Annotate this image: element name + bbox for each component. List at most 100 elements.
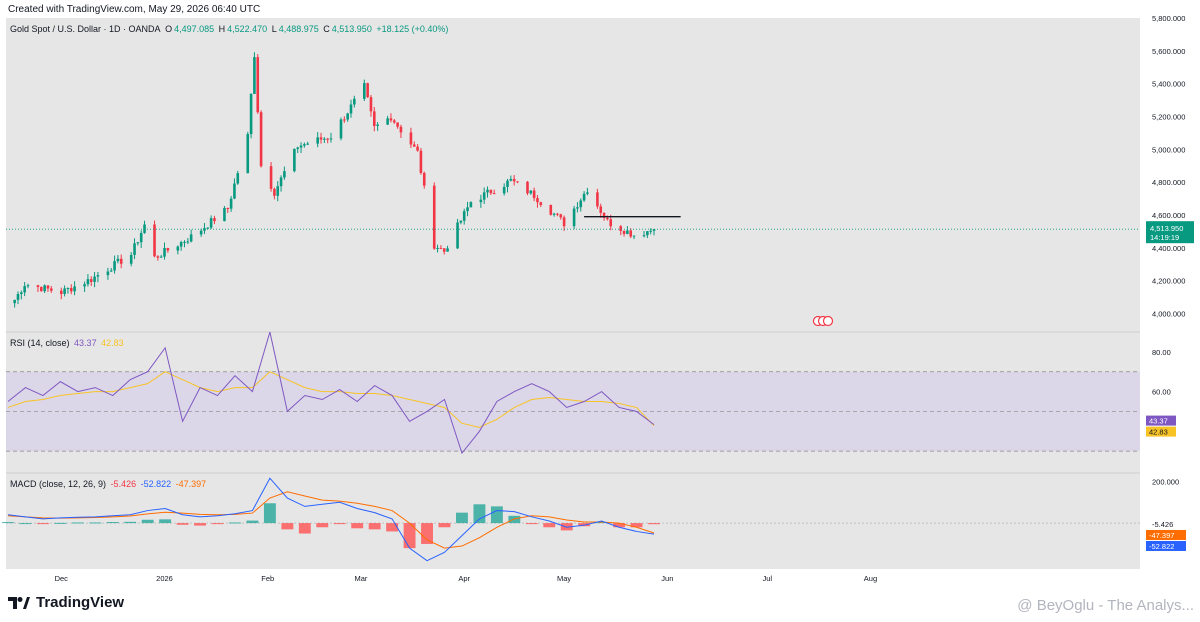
candle-body xyxy=(86,279,90,285)
candle-body xyxy=(69,288,73,292)
candle-body xyxy=(259,112,263,167)
time-axis-label: Aug xyxy=(864,574,877,583)
candle-body xyxy=(469,202,473,208)
macd-tick-label: 200.000 xyxy=(1152,477,1179,486)
candle-body xyxy=(373,111,376,126)
candle-body xyxy=(96,275,100,277)
rsi-title[interactable]: RSI (14, close) xyxy=(10,338,70,348)
candle-body xyxy=(649,230,652,232)
price-tick-label: 5,000.000 xyxy=(1152,145,1185,154)
macd-histogram-bar xyxy=(229,522,241,524)
tradingview-brand: TradingView xyxy=(36,594,125,611)
candle-body xyxy=(416,146,419,151)
candle-body xyxy=(366,83,369,98)
candle-body xyxy=(179,242,183,247)
chart-canvas[interactable]: 5,800.000 5,600.000 5,400.000 5,200.000 5,00… xyxy=(0,14,1200,604)
rsi-tick-label: 60.00 xyxy=(1152,388,1171,397)
candle-body xyxy=(213,218,216,222)
macd-histogram-bar xyxy=(19,523,32,525)
macd-histogram-bar xyxy=(333,523,346,525)
candle-body xyxy=(153,224,156,257)
close-label: C xyxy=(323,24,330,34)
macd-line-axis-label: -52.822 xyxy=(1149,542,1174,551)
tradingview-logo[interactable]: TradingView xyxy=(8,594,124,611)
price-tick-label: 5,400.000 xyxy=(1152,80,1185,89)
candle-body xyxy=(129,254,133,264)
macd-histogram-bar xyxy=(490,506,503,524)
macd-histogram-bar xyxy=(54,522,67,524)
candle-body xyxy=(369,97,373,112)
macd-histogram-bar xyxy=(386,523,399,532)
symbol-title[interactable]: Gold Spot / U.S. Dollar · 1D · OANDA xyxy=(10,24,161,34)
candle-body xyxy=(622,230,626,234)
candle-body xyxy=(20,292,23,295)
candle-body xyxy=(159,256,163,258)
candle-body xyxy=(609,219,613,227)
candle-body xyxy=(189,234,193,242)
candle-body xyxy=(136,242,140,244)
price-tick-label: 4,400.000 xyxy=(1152,244,1185,253)
time-axis-label: 2026 xyxy=(156,574,173,583)
candle-body xyxy=(632,235,636,237)
macd-hist-axis-label: -5.426 xyxy=(1152,520,1173,529)
candle-body xyxy=(436,247,439,249)
macd-signal-badge xyxy=(1146,529,1186,540)
macd-signal-value: -47.397 xyxy=(175,479,207,489)
created-with-text: Created with TradingView.com, May 29, 20… xyxy=(8,4,261,15)
candle-body xyxy=(602,212,606,218)
candle-body xyxy=(576,207,579,209)
candle-body xyxy=(209,218,213,228)
macd-histogram-bar xyxy=(194,523,207,526)
candle-body xyxy=(489,189,493,194)
candle-body xyxy=(109,270,113,272)
candle-body xyxy=(176,246,180,251)
candle-body xyxy=(269,166,273,189)
candle-body xyxy=(26,285,30,287)
macd-title[interactable]: MACD (close, 12, 26, 9) xyxy=(10,479,107,489)
candle-body xyxy=(63,288,66,295)
candle-body xyxy=(346,113,349,120)
candle-body xyxy=(446,248,449,252)
macd-histogram-bar xyxy=(578,523,591,527)
candle-body xyxy=(143,224,146,233)
price-tick-label: 4,600.000 xyxy=(1152,211,1185,220)
candle-body xyxy=(526,181,529,194)
low-value: 4,488.975 xyxy=(278,24,319,34)
candle-body xyxy=(306,143,309,145)
candle-body xyxy=(492,193,496,195)
candle-body xyxy=(16,294,20,300)
countdown-label: 14:19:19 xyxy=(1150,233,1179,242)
candle-body xyxy=(582,193,586,201)
macd-hist-value: -5.426 xyxy=(110,479,137,489)
macd-histogram-bar xyxy=(525,523,538,525)
macd-histogram-bar xyxy=(595,522,608,524)
candle-body xyxy=(299,145,303,148)
candle-body xyxy=(642,235,646,237)
candle-body xyxy=(43,285,46,292)
open-label: O xyxy=(165,24,173,34)
candle-body xyxy=(303,144,306,146)
macd-histogram-bar xyxy=(281,523,294,530)
candle-body xyxy=(422,172,426,186)
candle-body xyxy=(399,126,403,133)
candle-body xyxy=(186,241,190,243)
candle-body xyxy=(283,171,286,178)
candle-body xyxy=(353,98,356,105)
candle-body xyxy=(482,192,486,200)
macd-histogram-bar xyxy=(36,523,49,525)
candle-body xyxy=(506,180,509,187)
candle-body xyxy=(586,192,589,194)
candle-body xyxy=(59,290,63,295)
macd-histogram-bar xyxy=(141,519,154,524)
rsi-legend: RSI (14, close) 43.37 42.83 xyxy=(10,338,126,348)
candle-body xyxy=(93,276,96,282)
change-value: +18.125 (+0.40%) xyxy=(376,24,449,34)
rsi-line xyxy=(7,331,655,455)
candle-body xyxy=(486,189,489,193)
candle-body xyxy=(502,186,506,194)
time-axis-label: Apr xyxy=(458,574,470,583)
candle-body xyxy=(323,138,326,140)
macd-histogram-bar xyxy=(2,522,14,524)
candle-body xyxy=(479,199,483,203)
